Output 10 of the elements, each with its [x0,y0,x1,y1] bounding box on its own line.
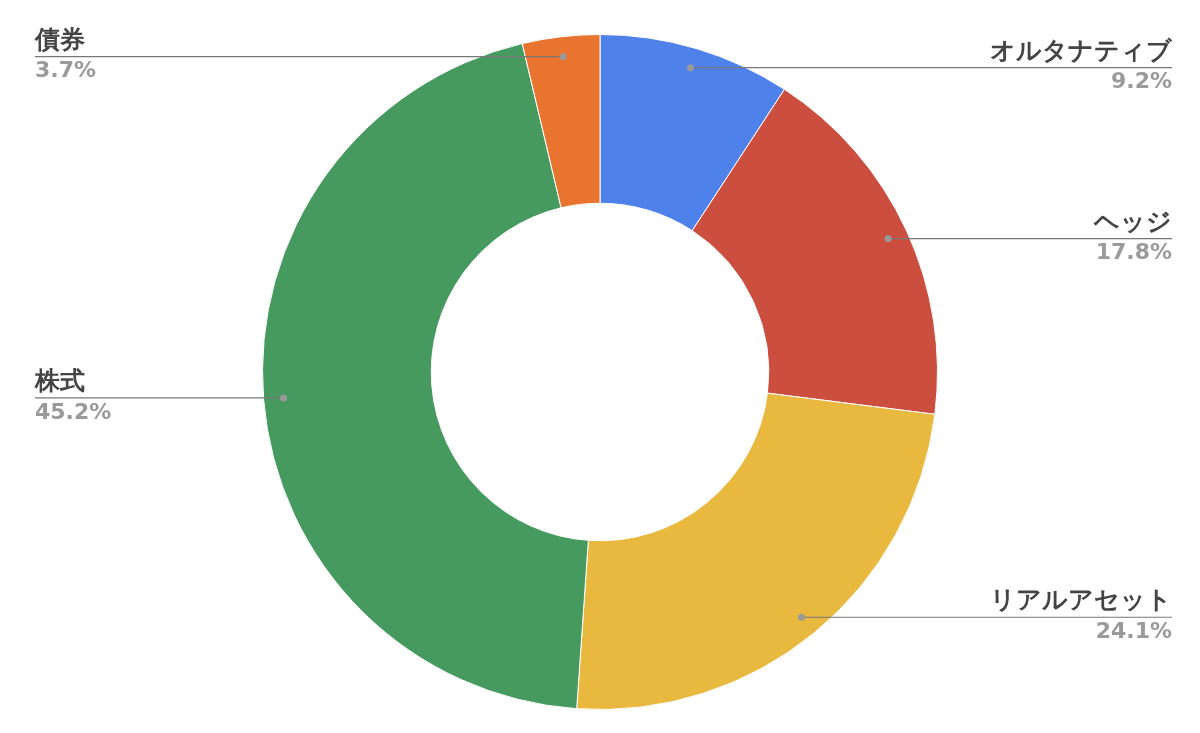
data-label: 9.2% [1110,68,1172,94]
slice-label: オルタナティブ [990,35,1173,65]
slice-label: ヘッジ [1093,206,1172,236]
data-label: 3.7% [35,57,97,83]
data-label: 24.1% [1095,617,1172,643]
slice-label: 債券 [34,24,85,54]
slice-label: 株式 [34,365,85,395]
data-label: 45.2% [35,398,112,424]
slice-label: リアルアセット [990,585,1172,615]
data-label: 17.8% [1095,239,1172,265]
